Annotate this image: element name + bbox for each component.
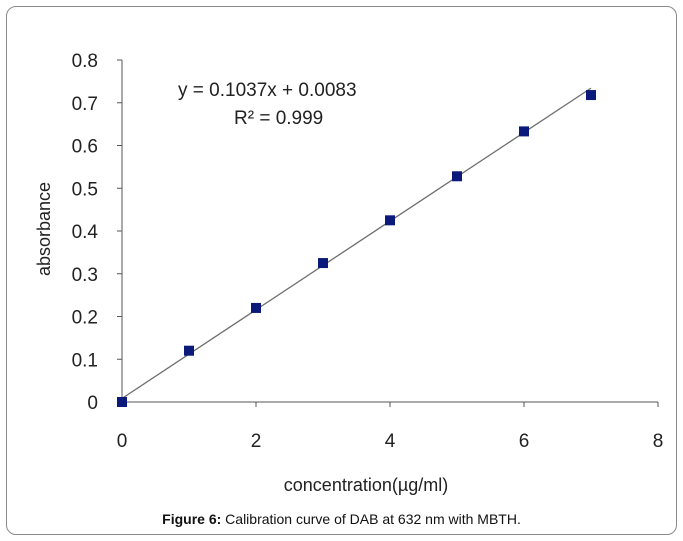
trendline bbox=[121, 87, 592, 399]
data-point bbox=[519, 126, 529, 137]
x-tick-label: 0 bbox=[117, 431, 128, 452]
data-point bbox=[251, 302, 261, 313]
caption-label: Figure 6: bbox=[162, 511, 222, 527]
y-tick-label: 0.6 bbox=[72, 137, 98, 158]
data-point bbox=[117, 397, 127, 407]
x-tick-label: 2 bbox=[251, 431, 262, 452]
data-points bbox=[117, 90, 596, 407]
y-tick-label: 0.2 bbox=[72, 308, 98, 329]
x-axis-ticks: 0 2 4 6 8 bbox=[117, 402, 664, 452]
x-tick-label: 6 bbox=[519, 431, 530, 452]
trendline-equation: y = 0.1037x + 0.0083 bbox=[178, 80, 357, 101]
x-tick-label: 4 bbox=[385, 431, 396, 452]
figure-frame bbox=[6, 6, 677, 535]
x-tick-label: 8 bbox=[653, 431, 664, 452]
y-axis-title: absorbance bbox=[34, 182, 54, 276]
y-tick-label: 0.3 bbox=[72, 265, 98, 286]
y-tick-label: 0.8 bbox=[72, 51, 98, 72]
y-axis-ticks: 0 0.1 0.2 0.3 0.4 0.5 0.6 0.7 0.8 bbox=[72, 51, 122, 414]
caption-text: Calibration curve of DAB at 632 nm with … bbox=[221, 511, 521, 527]
x-axis-title: concentration(µg/ml) bbox=[284, 475, 448, 495]
data-point bbox=[318, 258, 328, 269]
data-point bbox=[385, 215, 395, 226]
trendline-group bbox=[121, 87, 592, 399]
y-tick-label: 0.1 bbox=[72, 350, 98, 371]
data-point bbox=[586, 90, 596, 101]
r-squared-label: R² = 0.999 bbox=[234, 108, 323, 129]
figure-caption: Figure 6: Calibration curve of DAB at 63… bbox=[0, 511, 683, 527]
chart-axes bbox=[121, 60, 658, 403]
y-tick-label: 0 bbox=[87, 393, 98, 414]
y-tick-label: 0.4 bbox=[72, 222, 99, 243]
data-point bbox=[184, 345, 194, 356]
y-tick-label: 0.7 bbox=[72, 94, 98, 115]
y-tick-label: 0.5 bbox=[72, 179, 98, 200]
data-point bbox=[452, 171, 462, 182]
